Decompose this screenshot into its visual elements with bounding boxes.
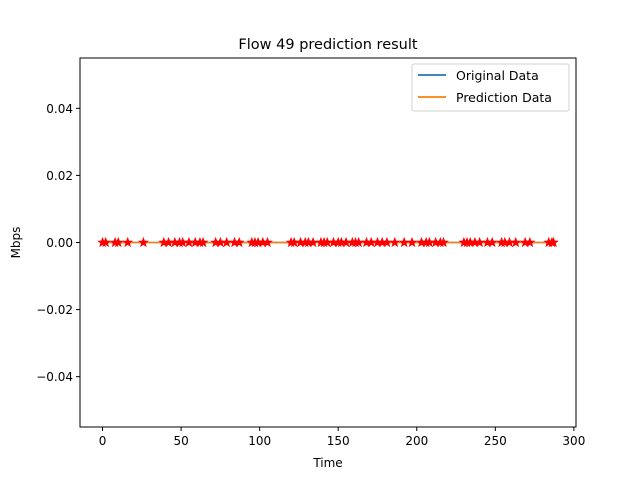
- x-tick-label: 150: [327, 434, 350, 448]
- y-tick-label: −0.04: [36, 370, 73, 384]
- x-tick-label: 200: [405, 434, 428, 448]
- legend-label-original: Original Data: [456, 68, 539, 83]
- data-point-marker: [548, 236, 559, 248]
- data-point-marker: [112, 236, 124, 248]
- y-axis: −0.04 −0.02 0.00 0.02 0.04: [36, 102, 80, 384]
- data-point-marker: [389, 236, 401, 248]
- legend-label-prediction: Prediction Data: [456, 90, 552, 105]
- x-tick-label: 250: [484, 434, 507, 448]
- y-tick-label: 0.04: [46, 102, 73, 116]
- data-point-marker: [438, 236, 449, 248]
- y-tick-label: −0.02: [36, 303, 73, 317]
- data-point-marker: [233, 236, 245, 248]
- x-tick-label: 300: [562, 434, 585, 448]
- x-tick-label: 100: [248, 434, 271, 448]
- x-tick-label: 50: [173, 434, 188, 448]
- x-axis-label: Time: [312, 456, 342, 470]
- x-tick-label: 0: [99, 434, 107, 448]
- y-axis-label: Mbps: [9, 227, 23, 259]
- data-point-marker: [486, 236, 498, 248]
- data-point-marker: [100, 236, 112, 248]
- data-point-marker: [138, 236, 149, 248]
- data-point-marker: [524, 236, 536, 248]
- x-axis: 0 50 100 150 200 250 300: [99, 427, 585, 448]
- data-point-marker: [197, 236, 209, 248]
- data-point-marker: [406, 236, 418, 248]
- data-point-marker: [262, 236, 273, 248]
- y-tick-label: 0.02: [46, 169, 73, 183]
- chart-title: Flow 49 prediction result: [238, 37, 417, 53]
- data-point-marker: [122, 236, 134, 248]
- y-tick-label: 0.00: [46, 236, 73, 250]
- data-point-marker: [510, 236, 522, 248]
- legend: Original Data Prediction Data: [411, 63, 570, 112]
- legend-box: [411, 63, 570, 112]
- data-markers: [97, 236, 559, 248]
